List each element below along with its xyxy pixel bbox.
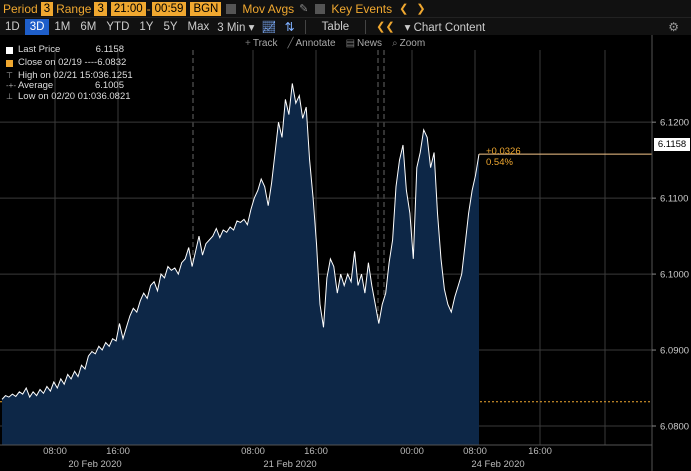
toolbar-range: 1D 3D 1M 6M YTD 1Y 5Y Max 3 Min ▾ 📈︎ ⇅ T… xyxy=(0,17,691,35)
chart-content-button[interactable]: ▾ Chart Content xyxy=(399,20,492,34)
collapse-left-icon[interactable]: ❮❮ xyxy=(376,21,395,33)
legend-value: 6.0821 xyxy=(101,91,131,103)
change-percent: 0.54% xyxy=(486,157,513,168)
range-ytd-button[interactable]: YTD xyxy=(106,20,130,33)
mov-avgs-label[interactable]: Mov Avgs xyxy=(242,1,295,16)
time-separator: - xyxy=(146,1,151,16)
white-square-icon xyxy=(6,47,13,54)
x-day-label: 24 Feb 2020 xyxy=(471,459,524,470)
track-button[interactable]: + Track xyxy=(240,38,282,49)
x-day-label: 21 Feb 2020 xyxy=(263,459,316,470)
time-end-input[interactable]: 00:59 xyxy=(151,1,187,16)
x-tick-label: 00:00 xyxy=(400,446,424,457)
orange-square-icon xyxy=(6,59,13,67)
legend-label: High on 02/21 15:03 xyxy=(18,69,104,81)
key-events-checkbox[interactable] xyxy=(315,3,326,14)
x-tick-label: 16:00 xyxy=(304,446,328,457)
legend-value: 6.0832 xyxy=(97,56,127,68)
y-tick-label: 6.1000 xyxy=(660,270,689,281)
annotate-icon: ╱ xyxy=(287,37,294,49)
time-start-input[interactable]: 21:00 xyxy=(110,1,146,16)
low-marker-icon: ⊥ xyxy=(6,92,13,102)
legend-high[interactable]: ⊤ High on 02/21 15:03 6.1251 xyxy=(6,69,133,82)
key-events-label[interactable]: Key Events xyxy=(331,1,393,16)
magnifier-icon: ⌕ xyxy=(392,37,398,49)
range-1d-button[interactable]: 1D xyxy=(5,20,20,33)
toolbar-primary: Period 3 Range 3 21:00 - 00:59 BGN Mov A… xyxy=(0,0,691,17)
price-line xyxy=(1,83,480,400)
range-3d-button[interactable]: 3D xyxy=(24,18,50,35)
chart-style-icon[interactable]: ⇅ xyxy=(284,19,295,34)
annotate-button[interactable]: ╱ Annotate xyxy=(282,38,340,49)
legend-label: Low on 02/20 01:03 xyxy=(18,91,102,103)
price-area xyxy=(2,83,479,446)
high-marker-icon: ⊤ xyxy=(6,70,13,80)
y-axis: 6.1200 6.1100 6.1000 6.0900 6.0800 xyxy=(651,0,689,471)
interval-value: 3 Min xyxy=(217,21,246,34)
chevron-left-icon[interactable]: ❮ xyxy=(399,3,409,15)
news-icon: ▤ xyxy=(345,37,356,49)
x-tick-label: 08:00 xyxy=(463,446,487,457)
range-input[interactable]: 3 xyxy=(94,1,107,16)
x-tick-label: 16:00 xyxy=(106,446,130,457)
legend-label: Last Price xyxy=(18,44,61,55)
range-label: Range xyxy=(56,1,92,16)
pencil-icon[interactable]: ✎ xyxy=(299,3,309,15)
legend-value: 6.1251 xyxy=(103,69,133,81)
legend-close[interactable]: Close on 02/19 ---- 6.0832 xyxy=(6,56,127,71)
legend-label: Close on 02/19 ---- xyxy=(18,56,98,68)
track-label: Track xyxy=(252,37,278,49)
chart-content-caret-icon: ▾ xyxy=(404,21,414,34)
last-price-tag: 6.1158 xyxy=(654,138,690,151)
y-tick-label: 6.0900 xyxy=(660,346,689,357)
chart-content-label: Chart Content xyxy=(413,21,486,34)
toolbar-tools: + Track ╱ Annotate ▤ News ⌕ Zoom xyxy=(240,36,430,50)
crosshair-icon: + xyxy=(245,37,251,49)
line-chart-icon[interactable]: 📈︎ xyxy=(261,19,277,34)
legend-value: 6.1005 xyxy=(94,80,124,92)
caret-down-icon: ▾ xyxy=(248,21,255,34)
change-absolute: +0.0326 xyxy=(486,146,521,157)
x-tick-label: 08:00 xyxy=(241,446,265,457)
mov-avgs-checkbox[interactable] xyxy=(226,3,237,14)
news-button[interactable]: ▤ News xyxy=(341,38,387,49)
legend-last-price[interactable]: Last Price 6.1158 xyxy=(6,44,124,58)
chart-legend: Last Price 6.1158 Close on 02/19 ---- 6.… xyxy=(6,44,133,103)
interval-select[interactable]: 3 Min ▾ xyxy=(214,20,257,34)
range-1y-button[interactable]: 1Y xyxy=(139,20,154,33)
news-label: News xyxy=(357,37,383,49)
y-tick-label: 6.1100 xyxy=(660,194,688,205)
range-max-button[interactable]: Max xyxy=(187,20,210,33)
x-axis: 08:00 16:00 08:00 16:00 00:00 08:00 16:00 20 Fe… xyxy=(0,444,652,470)
annotate-label: Annotate xyxy=(295,37,336,49)
period-input[interactable]: 3 xyxy=(40,1,54,16)
range-5y-button[interactable]: 5Y xyxy=(163,20,178,33)
session-input[interactable]: BGN xyxy=(190,1,222,16)
x-day-label: 20 Feb 2020 xyxy=(68,459,121,470)
zoom-button[interactable]: ⌕ Zoom xyxy=(387,38,430,49)
legend-value: 6.1158 xyxy=(95,44,124,55)
legend-label: Average xyxy=(18,80,54,92)
legend-low[interactable]: ⊥ Low on 02/20 01:03 6.0821 xyxy=(6,91,131,103)
chevron-right-icon[interactable]: ❯ xyxy=(416,3,426,15)
x-tick-label: 08:00 xyxy=(43,446,67,457)
y-tick-label: 6.1200 xyxy=(660,118,689,129)
x-tick-label: 16:00 xyxy=(528,446,552,457)
range-1m-button[interactable]: 1M xyxy=(54,20,71,33)
zoom-label: Zoom xyxy=(399,37,426,49)
table-button[interactable]: Table xyxy=(321,20,350,33)
legend-average[interactable]: -+- Average 6.1005 xyxy=(6,81,124,92)
average-marker-icon: -+- xyxy=(6,81,16,91)
gear-icon[interactable]: ⚙ xyxy=(668,19,679,34)
range-6m-button[interactable]: 6M xyxy=(80,20,97,33)
period-label: Period xyxy=(3,1,38,16)
y-tick-label: 6.0800 xyxy=(660,422,689,433)
